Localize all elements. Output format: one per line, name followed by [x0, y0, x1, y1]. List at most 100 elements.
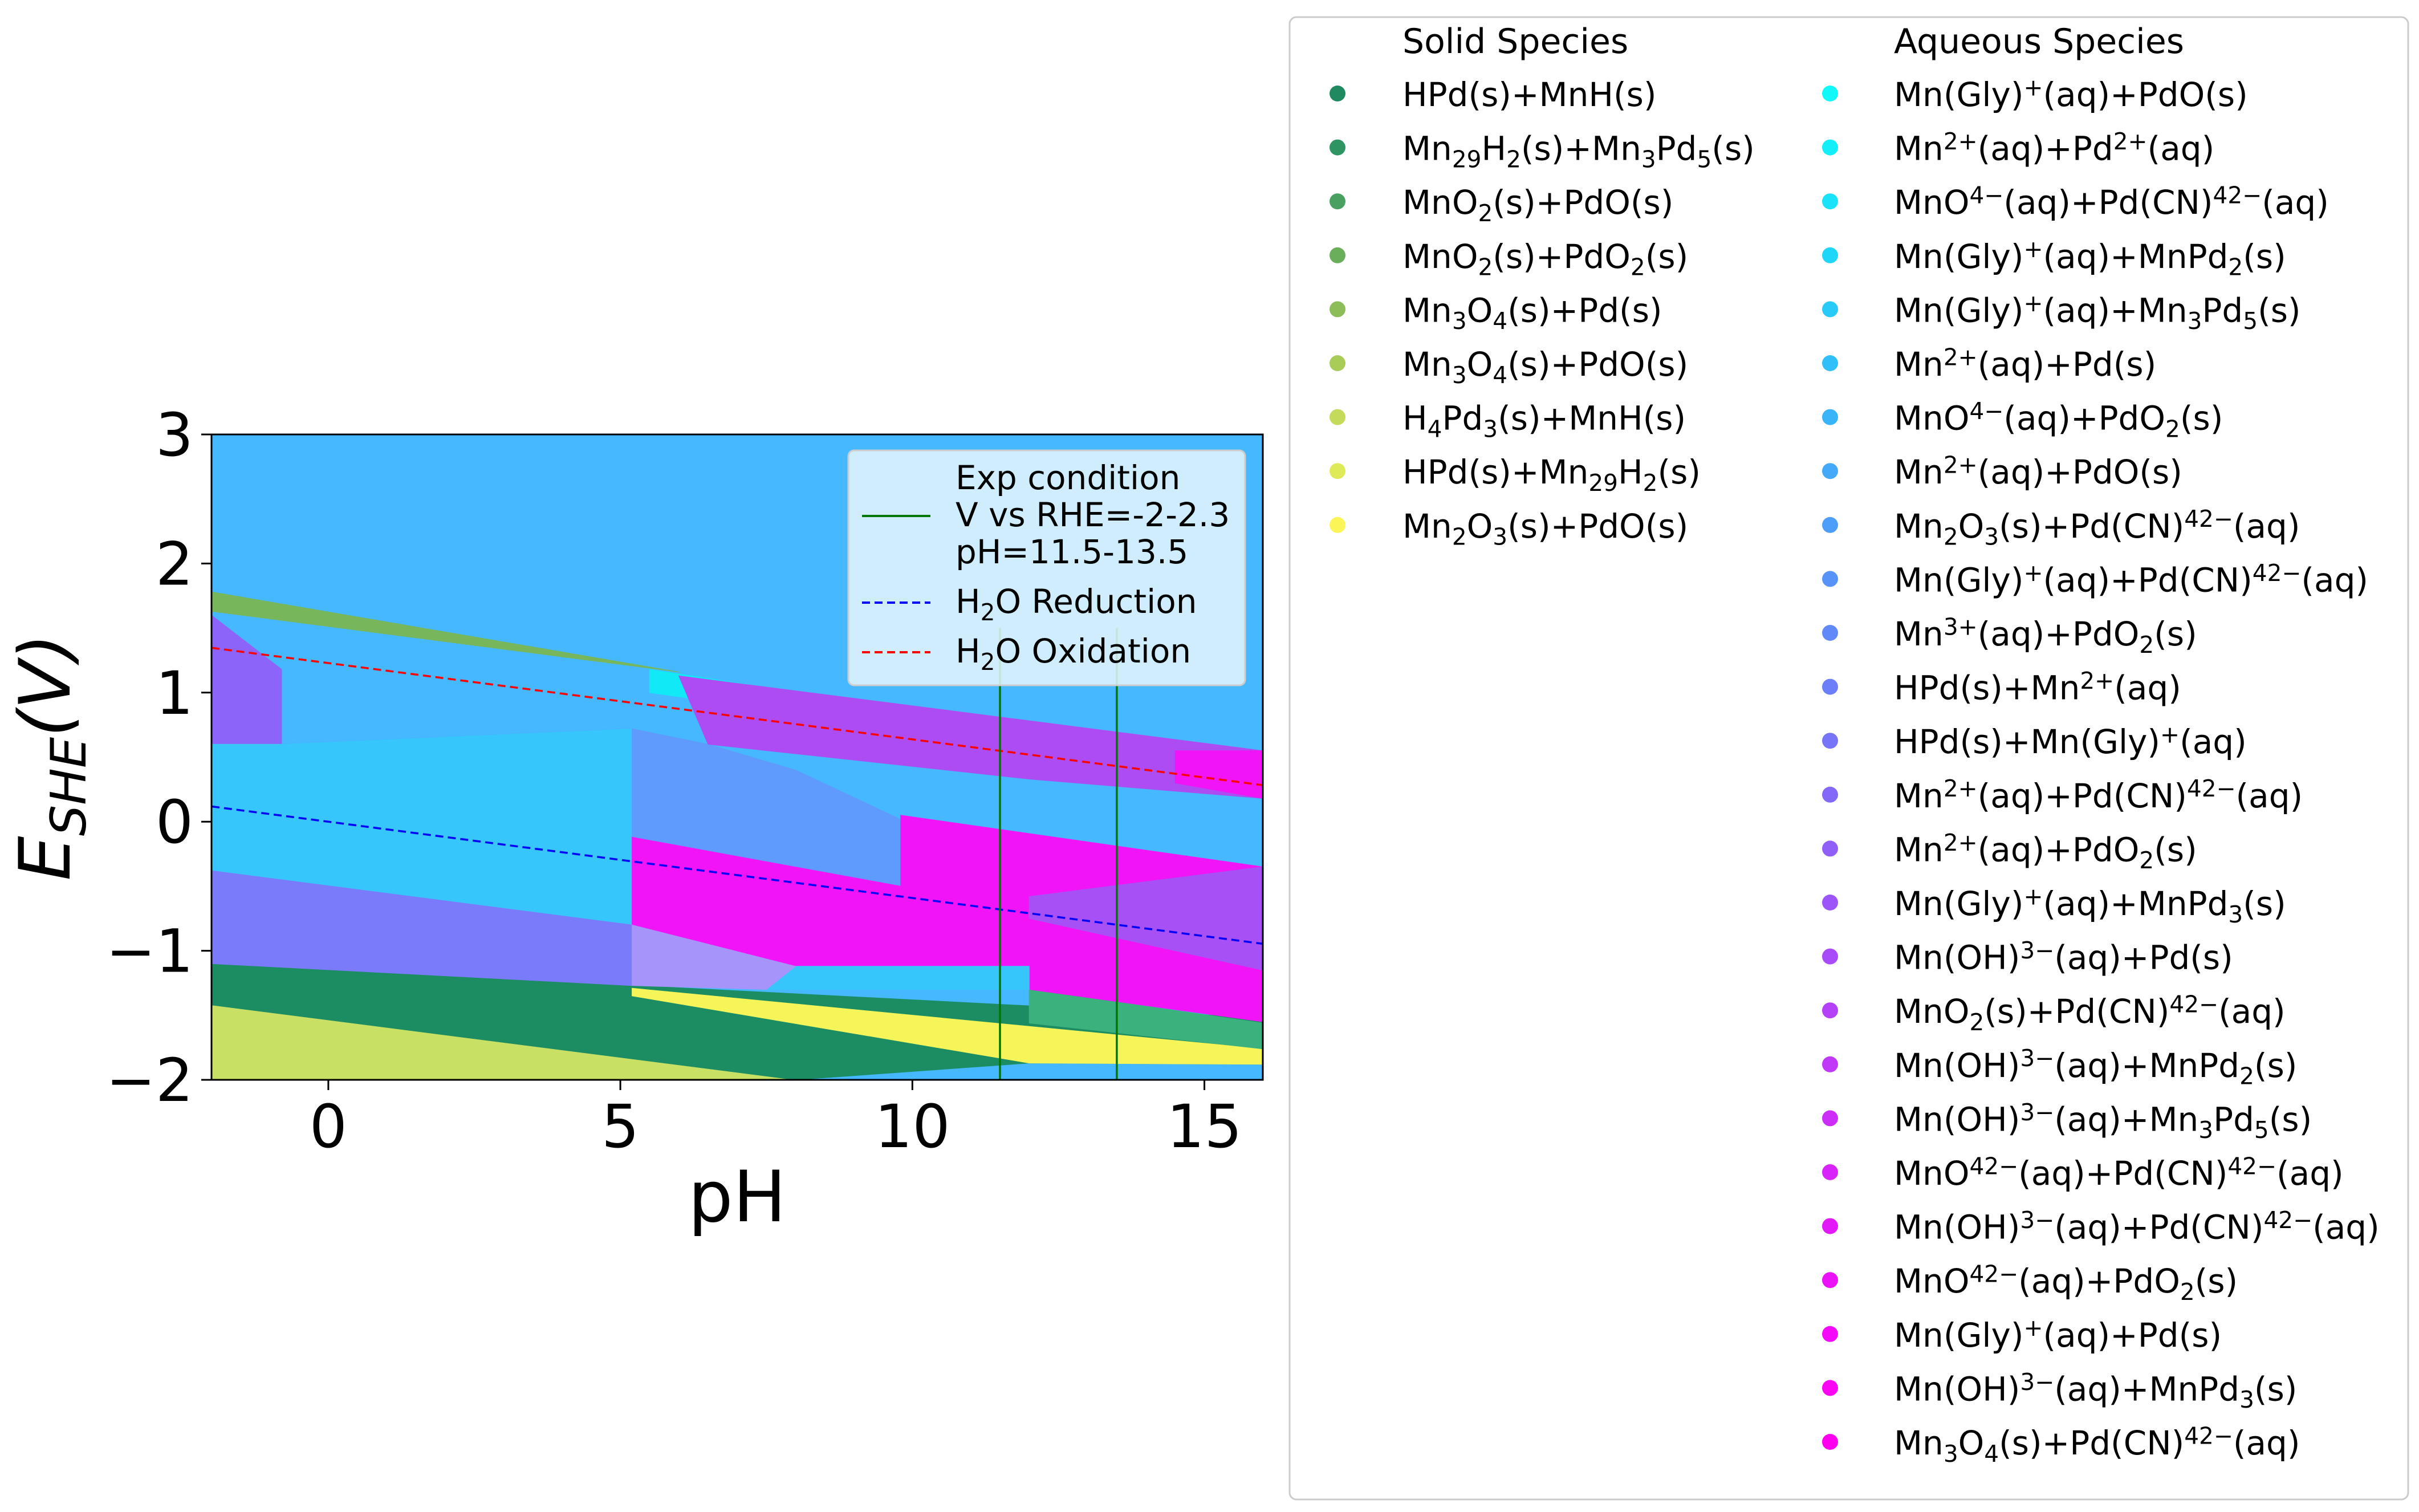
solid-legend-label: Mn3O4(s)+PdO(s) — [1402, 345, 1688, 389]
aqueous-legend-marker — [1822, 1326, 1838, 1342]
solid-legend-marker — [1330, 355, 1345, 371]
aqueous-species-title: Aqueous Species — [1894, 22, 2184, 62]
stability-region-4 — [1028, 989, 1263, 1050]
inner-legend-frame — [847, 449, 1246, 686]
stability-region-17 — [765, 966, 1030, 990]
aqueous-legend-marker — [1822, 1218, 1838, 1234]
inner-legend-label-1: Exp condition — [956, 458, 1180, 497]
x-tick-label: 10 — [875, 1092, 950, 1161]
aqueous-legend-marker — [1822, 733, 1838, 749]
outer-legend: Solid Species Aqueous Species HPd(s)+MnH… — [1288, 16, 2409, 1501]
aqueous-legend-marker — [1822, 247, 1838, 263]
aqueous-legend-label: Mn2O3(s)+Pd(CN)42−(aq) — [1894, 505, 2300, 550]
aqueous-legend-label: Mn2+(aq)+Pd(CN)42−(aq) — [1894, 775, 2303, 815]
stability-region-16 — [1028, 866, 1263, 971]
aqueous-legend-marker — [1822, 571, 1838, 587]
y-tick-label: −2 — [106, 1046, 193, 1115]
aqueous-legend-label: Mn(Gly)+(aq)+PdO(s) — [1894, 74, 2248, 114]
inner-legend-label-3: H2O Oxidation — [956, 632, 1191, 676]
aqueous-legend-marker — [1822, 1110, 1838, 1127]
aqueous-legend-label: Mn(Gly)+(aq)+Pd(CN)42−(aq) — [1894, 559, 2368, 600]
x-tick-label: 5 — [601, 1092, 639, 1161]
aqueous-legend-label: Mn2+(aq)+Pd(s) — [1894, 343, 2156, 384]
x-axis-label: pH — [688, 1156, 786, 1238]
aqueous-legend-marker — [1822, 948, 1838, 965]
aqueous-legend-marker — [1822, 1380, 1838, 1396]
solid-legend-marker — [1330, 301, 1345, 318]
solid-legend-label: Mn29H2(s)+Mn3Pd5(s) — [1402, 129, 1755, 173]
h2o-oxidation-line-2 — [212, 647, 1263, 786]
x-tick-label: 15 — [1166, 1092, 1242, 1161]
solid-legend-marker — [1330, 247, 1345, 263]
aqueous-legend-marker — [1822, 1056, 1838, 1072]
aqueous-legend-label: Mn(OH)3−(aq)+Pd(CN)42−(aq) — [1894, 1206, 2380, 1247]
aqueous-legend-marker — [1822, 463, 1838, 479]
aqueous-legend-marker — [1822, 1002, 1838, 1019]
aqueous-legend-label: Mn3+(aq)+PdO2(s) — [1894, 613, 2197, 658]
aqueous-legend-marker — [1822, 193, 1838, 210]
outer-legend-frame — [1288, 16, 2409, 1501]
y-axis-ticks: −2 −1 0 1 2 3 — [106, 400, 212, 1115]
plot-frame — [210, 433, 1264, 1081]
stability-region-3 — [632, 987, 1263, 1065]
aqueous-legend-marker — [1822, 517, 1838, 533]
aqueous-legend-marker — [1822, 840, 1838, 857]
aqueous-legend-label: Mn2+(aq)+PdO2(s) — [1894, 829, 2197, 874]
aqueous-legend-label: HPd(s)+Mn(Gly)+(aq) — [1894, 721, 2247, 762]
y-tick-label: 0 — [156, 787, 193, 857]
aqueous-legend-label: Mn(OH)3−(aq)+Mn3Pd5(s) — [1894, 1099, 2312, 1144]
aqueous-legend-label: Mn(OH)3−(aq)+Pd(s) — [1894, 937, 2233, 977]
inner-legend-label-1: V vs RHE=-2-2.3 — [956, 495, 1230, 534]
aqueous-legend-marker — [1822, 786, 1838, 803]
aqueous-legend-label: Mn(Gly)+(aq)+Pd(s) — [1894, 1314, 2222, 1355]
solid-legend-marker — [1330, 86, 1345, 101]
solid-legend-label: Mn3O4(s)+Pd(s) — [1402, 291, 1662, 335]
aqueous-legend-label: MnO2(s)+Pd(CN)42−(aq) — [1894, 991, 2286, 1036]
stability-region-18 — [632, 924, 796, 990]
solid-legend-marker — [1330, 139, 1345, 156]
y-tick-label: 2 — [156, 529, 193, 599]
solid-legend-marker — [1330, 463, 1345, 479]
x-tick-label: 0 — [310, 1092, 347, 1161]
aqueous-legend-label: Mn2+(aq)+Pd2+(aq) — [1894, 128, 2214, 168]
stability-region-14 — [1174, 750, 1263, 799]
aqueous-legend-label: MnO4−(aq)+PdO2(s) — [1894, 397, 2223, 442]
aqueous-legend-marker — [1822, 409, 1838, 425]
solid-legend-label: HPd(s)+MnH(s) — [1402, 75, 1656, 114]
aqueous-legend-label: Mn(Gly)+(aq)+MnPd3(s) — [1894, 883, 2286, 928]
stability-region-5 — [212, 591, 679, 673]
solid-legend-marker — [1330, 517, 1345, 533]
solid-legend-marker — [1330, 193, 1345, 210]
aqueous-legend-label: Mn3O4(s)+Pd(CN)42−(aq) — [1894, 1422, 2300, 1467]
aqueous-legend-marker — [1822, 1272, 1838, 1289]
aqueous-legend-label: Mn(OH)3−(aq)+MnPd2(s) — [1894, 1044, 2297, 1090]
reference-lines — [212, 628, 1263, 1080]
y-tick-label: −1 — [106, 917, 193, 986]
solid-legend-marker — [1330, 409, 1345, 425]
solid-legend-label: HPd(s)+Mn29H2(s) — [1402, 453, 1701, 497]
inner-legend-label-2: H2O Reduction — [956, 582, 1197, 626]
y-tick-label: 1 — [156, 659, 193, 728]
aqueous-legend-label: MnO4−(aq)+Pd(CN)42−(aq) — [1894, 182, 2329, 222]
aqueous-legend-label: MnO42−(aq)+PdO2(s) — [1894, 1261, 2238, 1306]
aqueous-legend-label: Mn(Gly)+(aq)+MnPd2(s) — [1894, 235, 2286, 281]
aqueous-legend-marker — [1822, 678, 1838, 695]
x-axis-ticks: 0 5 10 15 — [310, 1080, 1242, 1161]
aqueous-legend-marker — [1822, 625, 1838, 641]
aqueous-legend-label: HPd(s)+Mn2+(aq) — [1894, 667, 2181, 708]
y-axis-label: ESHE(V) — [5, 633, 97, 881]
solid-species-title: Solid Species — [1402, 22, 1628, 62]
aqueous-legend-label: MnO42−(aq)+Pd(CN)42−(aq) — [1894, 1152, 2344, 1193]
aqueous-legend-label: Mn2+(aq)+PdO(s) — [1894, 452, 2182, 492]
solid-legend-label: Mn2O3(s)+PdO(s) — [1402, 507, 1688, 551]
aqueous-legend-marker — [1822, 895, 1838, 911]
aqueous-legend-label: Mn(OH)3−(aq)+MnPd3(s) — [1894, 1368, 2297, 1413]
aqueous-legend-marker — [1822, 301, 1838, 318]
inner-legend-label-1: pH=11.5-13.5 — [956, 533, 1188, 571]
h2o-reduction-line-1 — [212, 805, 1263, 945]
aqueous-legend-marker — [1822, 1164, 1838, 1180]
solid-legend-label: H4Pd3(s)+MnH(s) — [1402, 399, 1686, 443]
solid-legend-label: MnO2(s)+PdO(s) — [1402, 183, 1673, 227]
